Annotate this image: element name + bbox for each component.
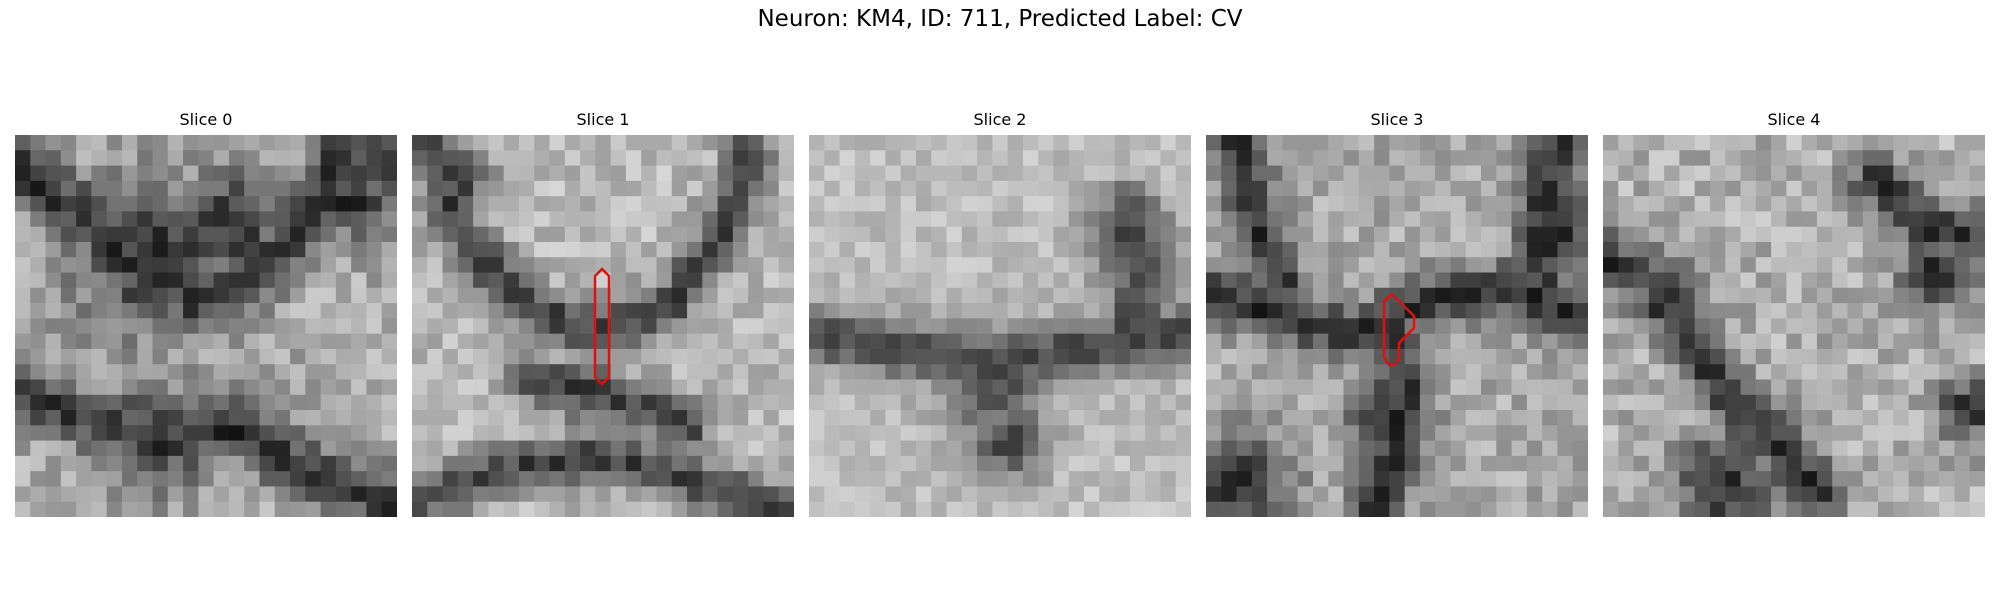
slice-image — [15, 135, 397, 517]
slice-title: Slice 0 — [179, 110, 233, 129]
slice-image — [1603, 135, 1985, 517]
slice-title: Slice 2 — [973, 110, 1027, 129]
slice-panel-1: Slice 1 — [412, 109, 794, 517]
slice-title: Slice 3 — [1370, 110, 1424, 129]
slice-panel-4: Slice 4 — [1603, 109, 1985, 517]
slice-image — [1206, 135, 1588, 517]
segmentation-contour — [1382, 292, 1416, 367]
segmentation-contour — [593, 267, 611, 386]
slice-panel-2: Slice 2 — [809, 109, 1191, 517]
slice-image — [412, 135, 794, 517]
slice-title: Slice 4 — [1767, 110, 1821, 129]
slice-panel-3: Slice 3 — [1206, 109, 1588, 517]
slice-image — [809, 135, 1191, 517]
figure-title: Neuron: KM4, ID: 711, Predicted Label: C… — [757, 6, 1243, 32]
slice-panel-0: Slice 0 — [15, 109, 397, 517]
slice-title: Slice 1 — [576, 110, 630, 129]
